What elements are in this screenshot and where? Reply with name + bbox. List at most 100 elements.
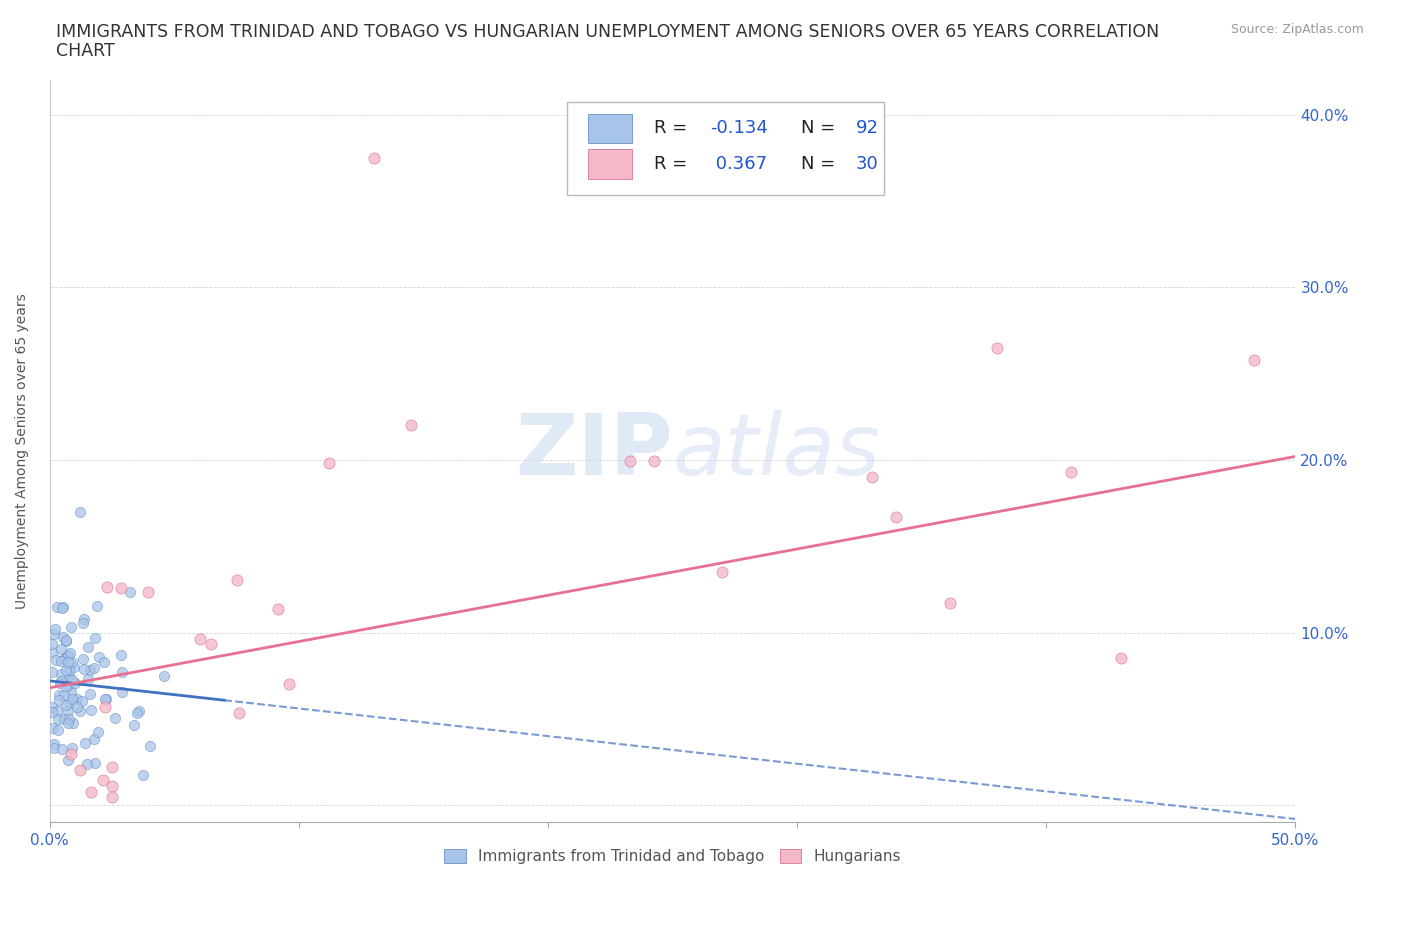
Point	[56, 678, 79, 693]
Point	[66, 691, 89, 706]
Point	[62, 660, 84, 675]
Point	[66, 699, 89, 714]
Point	[45, 653, 67, 668]
Point	[42, 737, 65, 751]
Point	[44, 622, 66, 637]
Point	[69, 504, 91, 519]
Point	[52, 600, 75, 615]
Point	[73, 611, 96, 626]
Point	[52, 630, 75, 644]
Point	[48, 687, 70, 702]
Text: Source: ZipAtlas.com: Source: ZipAtlas.com	[1230, 23, 1364, 36]
Point	[51, 601, 73, 616]
Point	[41, 665, 63, 680]
Point	[100, 760, 122, 775]
Point	[80, 702, 103, 717]
Point	[84, 755, 107, 770]
Point	[51, 742, 73, 757]
Point	[41, 636, 63, 651]
Point	[56, 715, 79, 730]
Point	[87, 725, 110, 740]
Point	[278, 676, 301, 691]
Point	[52, 711, 75, 726]
Point	[104, 711, 127, 725]
Text: 92: 92	[856, 119, 879, 138]
Point	[58, 663, 80, 678]
Point	[42, 720, 65, 735]
Point	[45, 600, 67, 615]
Point	[65, 675, 87, 690]
Point	[58, 655, 80, 670]
Point	[153, 668, 176, 683]
Point	[60, 747, 83, 762]
Point	[1243, 352, 1265, 367]
Point	[83, 631, 105, 645]
Point	[111, 684, 134, 699]
Point	[267, 602, 290, 617]
Point	[69, 763, 91, 777]
Point	[1109, 651, 1132, 666]
Point	[83, 660, 105, 675]
Text: N =: N =	[801, 155, 835, 173]
Point	[110, 664, 132, 679]
Point	[226, 572, 249, 587]
Point	[59, 684, 82, 699]
Point	[1060, 465, 1083, 480]
Point	[55, 633, 77, 648]
Legend: Immigrants from Trinidad and Tobago, Hungarians: Immigrants from Trinidad and Tobago, Hun…	[439, 843, 907, 870]
Point	[49, 675, 72, 690]
Point	[80, 785, 103, 800]
Point	[188, 631, 211, 646]
Point	[58, 711, 80, 726]
Text: R =: R =	[654, 119, 688, 138]
Point	[139, 738, 162, 753]
Text: R =: R =	[654, 155, 688, 173]
Point	[93, 655, 115, 670]
Text: 0.367: 0.367	[710, 155, 768, 173]
Point	[58, 648, 80, 663]
Point	[58, 669, 80, 684]
Point	[125, 705, 148, 720]
Point	[94, 692, 117, 707]
Point	[94, 699, 117, 714]
Point	[46, 723, 69, 737]
Point	[70, 694, 93, 709]
Point	[60, 672, 83, 687]
Point	[101, 778, 124, 793]
Point	[41, 644, 63, 659]
Text: CHART: CHART	[56, 42, 115, 60]
Point	[69, 703, 91, 718]
Point	[52, 687, 75, 702]
Point	[318, 456, 340, 471]
Point	[128, 704, 150, 719]
Point	[86, 598, 108, 613]
Point	[58, 753, 80, 768]
Point	[72, 616, 94, 631]
Point	[96, 579, 118, 594]
Bar	[588, 149, 631, 179]
Point	[60, 655, 83, 670]
Point	[228, 706, 250, 721]
Point	[53, 651, 76, 666]
Point	[56, 647, 79, 662]
Point	[76, 672, 98, 687]
Point	[619, 453, 641, 468]
Text: -0.134: -0.134	[710, 119, 768, 138]
Point	[643, 454, 665, 469]
Point	[41, 699, 63, 714]
Point	[41, 704, 63, 719]
Point	[46, 711, 69, 726]
Point	[46, 703, 69, 718]
Point	[56, 703, 79, 718]
Point	[59, 619, 82, 634]
Point	[939, 596, 962, 611]
Point	[62, 716, 84, 731]
Point	[884, 510, 907, 525]
Point	[79, 686, 101, 701]
Point	[49, 642, 72, 657]
Point	[55, 698, 77, 712]
Point	[75, 735, 97, 750]
Point	[44, 627, 66, 642]
Point	[49, 653, 72, 668]
Text: atlas: atlas	[672, 410, 880, 493]
